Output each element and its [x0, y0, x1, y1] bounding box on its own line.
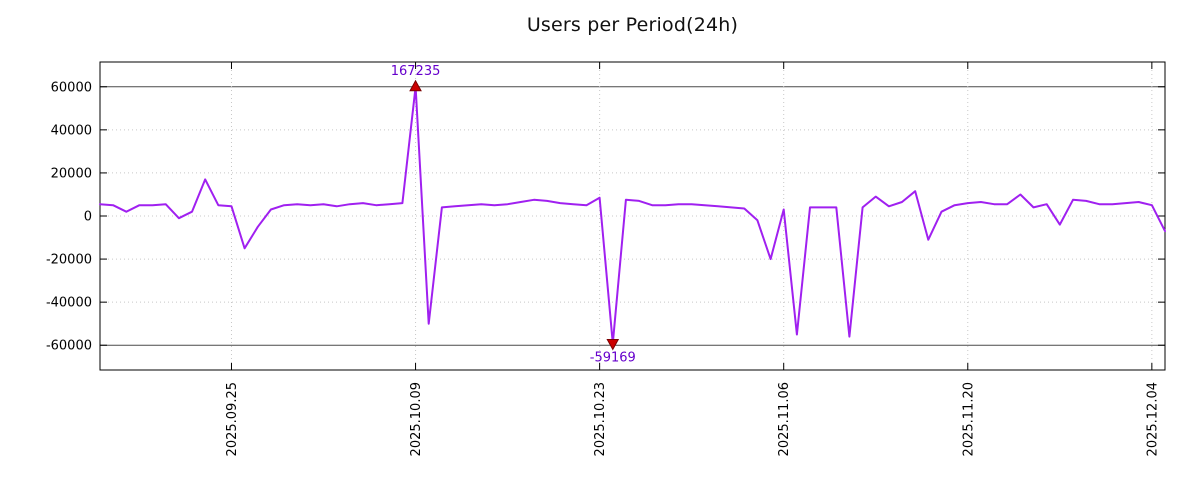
x-tick-label: 2025.12.04 — [1145, 382, 1160, 456]
y-tick-label: 0 — [84, 210, 92, 225]
chart-title: Users per Period(24h) — [526, 14, 739, 36]
x-tick-label: 2025.09.25 — [225, 382, 240, 456]
x-tick-label: 2025.10.09 — [409, 382, 424, 456]
max-value-label: 167235 — [391, 64, 441, 79]
min-marker-icon — [606, 338, 620, 351]
x-tick-label: 2025.11.20 — [961, 382, 976, 456]
min-value-label: -59169 — [590, 350, 636, 365]
data-series-line — [99, 85, 1166, 345]
y-tick-label: 40000 — [51, 123, 92, 138]
plot-border — [99, 61, 1166, 371]
x-tick-label: 2025.10.23 — [593, 382, 608, 456]
y-tick-label: -40000 — [46, 296, 92, 311]
y-tick-label: 20000 — [51, 166, 92, 181]
y-tick-label: 60000 — [51, 80, 92, 95]
x-tick-label: 2025.11.06 — [777, 382, 792, 456]
y-tick-label: -20000 — [46, 253, 92, 268]
max-marker-icon — [409, 79, 422, 92]
y-tick-label: -60000 — [46, 339, 92, 354]
